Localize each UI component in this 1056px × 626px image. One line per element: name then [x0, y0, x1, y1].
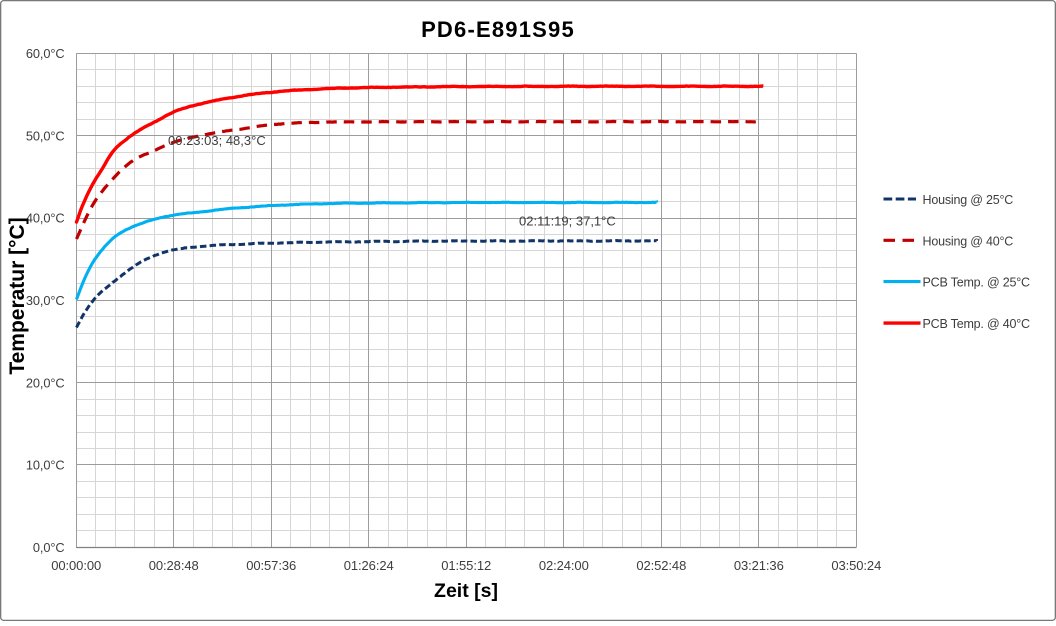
svg-text:00:23:03; 48,3°C: 00:23:03; 48,3°C: [168, 133, 266, 148]
svg-text:00:00:00: 00:00:00: [51, 558, 101, 573]
svg-text:03:21:36: 03:21:36: [734, 558, 784, 573]
svg-text:20,0°C: 20,0°C: [26, 375, 65, 390]
svg-text:30,0°C: 30,0°C: [26, 293, 65, 308]
svg-text:02:11:19; 37,1°C: 02:11:19; 37,1°C: [519, 214, 616, 229]
svg-text:02:24:00: 02:24:00: [539, 558, 589, 573]
svg-text:60,0°C: 60,0°C: [26, 46, 65, 61]
svg-text:40,0°C: 40,0°C: [26, 211, 65, 226]
svg-text:Housing @ 40°C: Housing @ 40°C: [923, 234, 1014, 248]
svg-text:0,0°C: 0,0°C: [33, 540, 65, 555]
svg-text:Temperatur [°C]: Temperatur [°C]: [6, 217, 29, 374]
svg-text:03:50:24: 03:50:24: [831, 558, 881, 573]
svg-text:Housing @ 25°C: Housing @ 25°C: [923, 193, 1014, 207]
svg-text:50,0°C: 50,0°C: [26, 128, 65, 143]
svg-text:10,0°C: 10,0°C: [26, 458, 65, 473]
svg-text:PCB Temp. @ 40°C: PCB Temp. @ 40°C: [923, 317, 1031, 331]
svg-text:00:28:48: 00:28:48: [149, 558, 199, 573]
svg-text:01:55:12: 01:55:12: [441, 558, 491, 573]
svg-text:PCB Temp. @ 25°C: PCB Temp. @ 25°C: [923, 276, 1031, 290]
svg-text:Zeit [s]: Zeit [s]: [434, 580, 498, 602]
svg-text:01:26:24: 01:26:24: [344, 558, 394, 573]
svg-text:02:52:48: 02:52:48: [636, 558, 686, 573]
svg-text:00:57:36: 00:57:36: [246, 558, 296, 573]
svg-text:PD6-E891S95: PD6-E891S95: [421, 17, 575, 42]
